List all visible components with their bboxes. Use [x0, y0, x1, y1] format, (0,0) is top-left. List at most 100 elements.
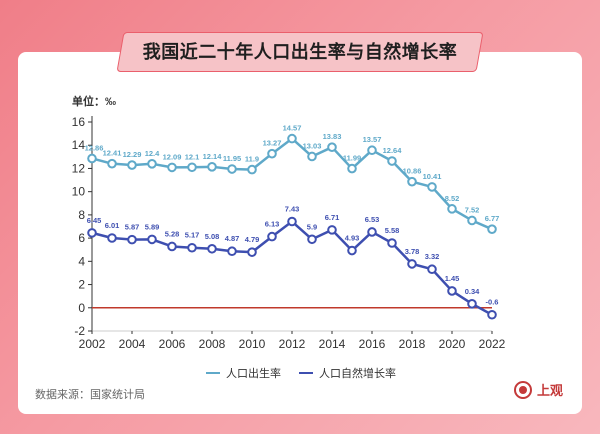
data-point-birth-rate: [87, 153, 97, 164]
x-tick-label: 2008: [199, 337, 226, 351]
data-point-natural-growth: [367, 227, 377, 237]
data-label-natural-growth: 6.01: [105, 221, 120, 230]
data-label-birth-rate: 7.52: [465, 205, 480, 214]
data-label-birth-rate: 12.64: [383, 146, 403, 155]
data-label-birth-rate: 10.41: [423, 172, 442, 181]
data-point-natural-growth: [387, 238, 397, 248]
data-label-natural-growth: 4.79: [245, 235, 260, 244]
y-tick-label: 2: [78, 278, 85, 292]
data-label-birth-rate: 8.52: [445, 194, 460, 203]
data-point-natural-growth: [347, 245, 357, 256]
data-label-natural-growth: 5.08: [205, 232, 220, 241]
publisher-logo: 上观: [514, 380, 563, 399]
data-label-birth-rate: 12.41: [103, 149, 122, 158]
data-point-natural-growth: [447, 286, 457, 296]
data-point-birth-rate: [407, 176, 417, 187]
legend-item-birth-rate: 人口出生率: [206, 365, 281, 381]
data-label-birth-rate: 11.99: [343, 154, 361, 163]
x-tick-label: 2014: [319, 337, 346, 351]
data-label-natural-growth: 5.28: [165, 229, 180, 238]
data-label-natural-growth: 6.71: [325, 213, 340, 222]
data-point-natural-growth: [247, 247, 257, 257]
data-point-natural-growth: [287, 216, 297, 227]
data-point-natural-growth: [87, 228, 97, 238]
x-tick-label: 2022: [479, 337, 506, 351]
data-label-birth-rate: 13.57: [363, 135, 382, 144]
data-point-birth-rate: [447, 204, 457, 214]
data-label-natural-growth: 6.45: [87, 216, 102, 225]
data-point-natural-growth: [327, 225, 337, 235]
y-tick-label: 4: [78, 254, 85, 268]
data-point-birth-rate: [147, 159, 157, 169]
data-point-birth-rate: [187, 162, 197, 173]
y-tick-label: 0: [78, 301, 85, 315]
data-label-birth-rate: 10.86: [403, 167, 422, 176]
data-label-natural-growth: 0.34: [465, 287, 480, 296]
data-point-birth-rate: [427, 182, 437, 192]
data-point-birth-rate: [267, 148, 277, 159]
data-point-natural-growth: [427, 264, 437, 275]
data-label-natural-growth: 3.78: [405, 247, 420, 256]
data-label-birth-rate: 12.86: [85, 143, 104, 152]
legend-label-birth-rate: 人口出生率: [226, 368, 281, 380]
data-label-natural-growth: 6.53: [365, 215, 380, 224]
data-label-birth-rate: 12.14: [203, 152, 223, 161]
data-label-birth-rate: 12.09: [163, 152, 182, 161]
data-point-natural-growth: [187, 242, 197, 253]
data-label-natural-growth: -0.6: [486, 298, 499, 307]
data-point-birth-rate: [367, 145, 377, 156]
data-point-birth-rate: [127, 160, 137, 170]
data-point-natural-growth: [167, 241, 177, 252]
data-point-natural-growth: [407, 259, 417, 269]
data-point-birth-rate: [167, 162, 177, 173]
x-tick-label: 2002: [79, 337, 106, 351]
y-tick-label: 10: [72, 185, 86, 199]
x-tick-label: 2018: [399, 337, 426, 351]
data-point-birth-rate: [227, 164, 237, 174]
data-point-natural-growth: [107, 233, 117, 243]
data-label-birth-rate: 12.1: [185, 152, 200, 161]
unit-label: 单位：‰: [72, 96, 116, 108]
data-label-birth-rate: 14.57: [283, 124, 302, 133]
data-label-natural-growth: 5.9: [307, 222, 317, 231]
data-label-birth-rate: 13.03: [303, 141, 322, 150]
data-label-birth-rate: 6.77: [485, 214, 500, 223]
data-point-natural-growth: [307, 234, 317, 245]
data-point-natural-growth: [127, 234, 137, 245]
x-tick-label: 2010: [239, 337, 266, 351]
data-label-natural-growth: 4.93: [345, 234, 360, 243]
x-tick-label: 2016: [359, 337, 386, 351]
y-tick-label: 12: [72, 161, 86, 175]
logo-text: 上观: [537, 383, 564, 398]
data-point-natural-growth: [227, 246, 237, 257]
data-label-birth-rate: 12.4: [145, 149, 160, 158]
data-point-birth-rate: [387, 156, 397, 166]
legend-label-natural-growth: 人口自然增长率: [319, 368, 396, 380]
chart-card: [18, 52, 582, 414]
data-point-birth-rate: [347, 163, 357, 174]
y-tick-label: 16: [72, 115, 86, 129]
logo-icon: [514, 380, 532, 399]
x-tick-label: 2020: [439, 337, 466, 351]
data-point-natural-growth: [267, 231, 277, 242]
data-point-natural-growth: [487, 309, 497, 320]
data-point-birth-rate: [287, 133, 297, 144]
legend-swatch-natural-growth: [299, 372, 313, 374]
data-point-birth-rate: [107, 158, 117, 169]
chart-title: 我国近二十年人口出生率与自然增长率: [142, 42, 458, 62]
data-label-natural-growth: 5.87: [125, 223, 140, 232]
data-point-birth-rate: [307, 151, 317, 162]
legend: 人口出生率 人口自然增长率: [206, 365, 396, 381]
y-tick-label: 14: [72, 138, 86, 152]
data-source: 数据来源：国家统计局: [35, 389, 145, 401]
x-tick-label: 2006: [159, 337, 186, 351]
y-tick-label: 8: [78, 208, 85, 222]
data-label-natural-growth: 3.32: [425, 252, 440, 261]
data-point-natural-growth: [207, 243, 217, 254]
data-label-birth-rate: 12.29: [123, 150, 142, 159]
data-label-natural-growth: 7.43: [285, 205, 300, 214]
data-label-natural-growth: 5.17: [185, 231, 200, 240]
data-label-birth-rate: 13.83: [323, 132, 342, 141]
data-label-natural-growth: 4.87: [225, 234, 240, 243]
